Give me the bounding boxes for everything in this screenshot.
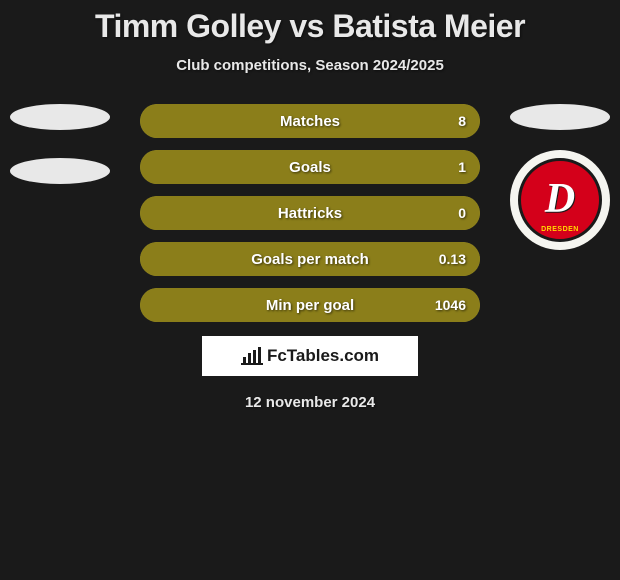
badge-letter: D [545,183,575,217]
stat-label: Matches [280,113,340,130]
stat-label: Goals [289,159,331,176]
brand-box[interactable]: FcTables.com [202,336,418,376]
avatar-placeholder [510,104,610,130]
stat-label: Goals per match [251,251,369,268]
stat-rows: Matches 8 Goals 1 Hattricks 0 Goals per match 0… [140,104,480,322]
stat-label: Min per goal [266,297,354,314]
player-right-avatars: D DRESDEN [510,104,610,250]
stat-right-value: 0 [458,205,466,221]
stat-right-value: 8 [458,113,466,129]
club-badge-right: D DRESDEN [510,150,610,250]
stat-right-value: 1 [458,159,466,175]
brand-text: FcTables.com [267,346,379,366]
stat-row: Matches 8 [140,104,480,138]
comparison-card: Timm Golley vs Batista Meier Club compet… [0,0,620,411]
stats-area: D DRESDEN Matches 8 Goals 1 Hattricks 0 Goals … [0,104,620,322]
chart-icon [241,347,263,365]
badge-inner: D DRESDEN [518,158,602,242]
page-title: Timm Golley vs Batista Meier [0,8,620,45]
stat-right-value: 0.13 [439,251,466,267]
stat-label: Hattricks [278,205,342,222]
avatar-placeholder [10,158,110,184]
stat-row: Goals per match 0.13 [140,242,480,276]
avatar-placeholder [10,104,110,130]
subtitle: Club competitions, Season 2024/2025 [0,57,620,74]
stat-right-value: 1046 [435,297,466,313]
stat-row: Goals 1 [140,150,480,184]
badge-club-name: DRESDEN [541,226,579,233]
stat-row: Min per goal 1046 [140,288,480,322]
date: 12 november 2024 [0,394,620,411]
stat-row: Hattricks 0 [140,196,480,230]
player-left-avatars [10,104,110,212]
